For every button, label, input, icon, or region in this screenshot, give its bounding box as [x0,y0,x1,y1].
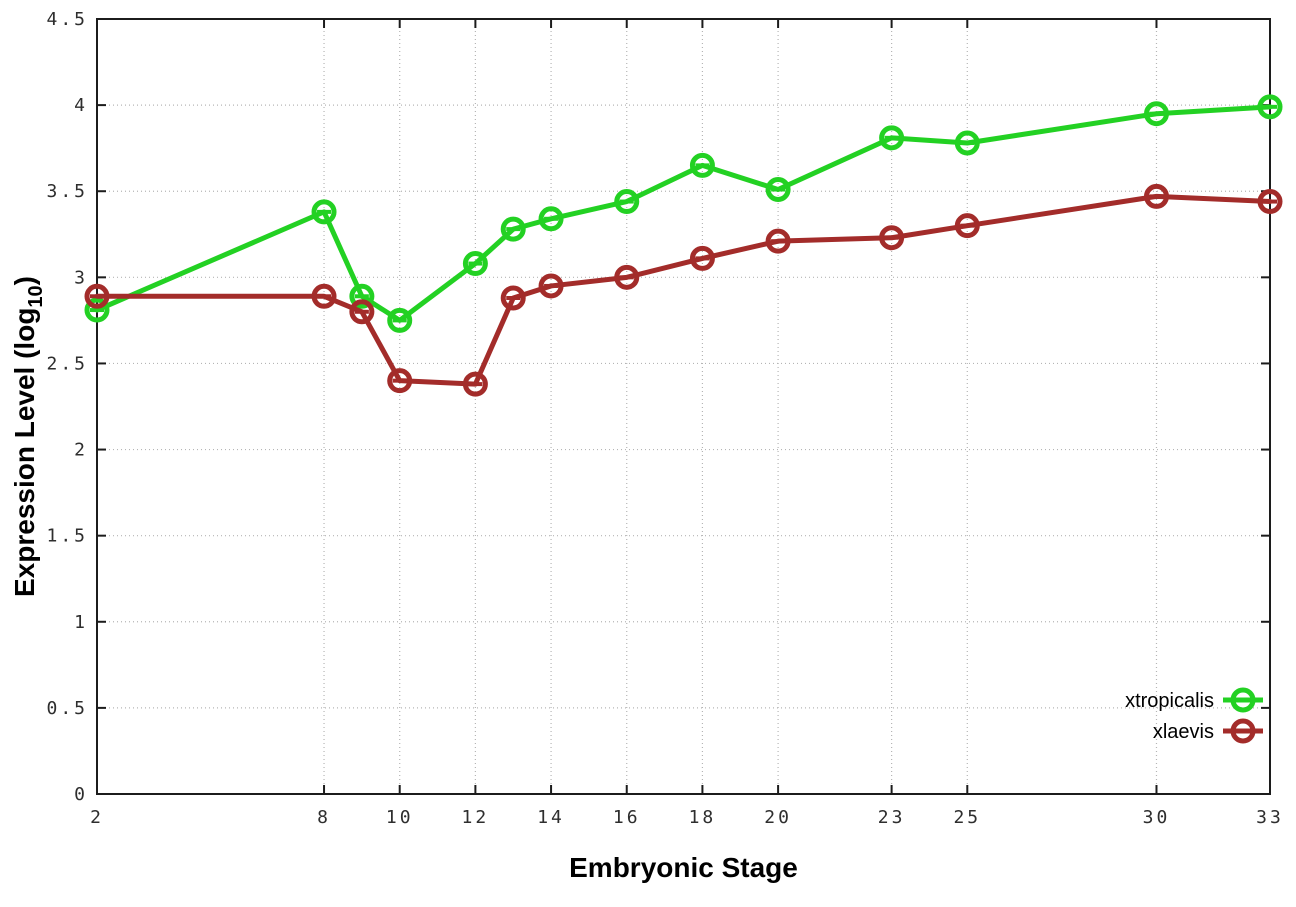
x-tick-label: 12 [462,807,490,828]
x-tick-label: 18 [689,807,717,828]
y-tick-label: 4.5 [46,9,88,30]
series-xlaevis-point [614,264,640,290]
series-xtropicalis-point [84,297,110,323]
series-xtropicalis-point [500,216,526,242]
y-tick-label: 3 [74,267,88,288]
series-xtropicalis-point [954,130,980,156]
x-tick-label: 25 [953,807,981,828]
y-tick-label: 0.5 [46,698,88,719]
y-tick-label: 0 [74,784,88,805]
y-tick-label: 1.5 [46,526,88,547]
plot-border [96,18,1271,795]
series-xtropicalis-point [765,177,791,202]
x-tick-label: 30 [1143,807,1171,828]
series-xtropicalis-point [538,206,564,232]
series-xlaevis-point [349,299,375,325]
series-xtropicalis-point [462,251,488,277]
y-axis-label: Expression Level (log10) [9,276,47,597]
y-tick-label: 2 [74,440,88,461]
series-xtropicalis-point [311,199,337,225]
x-tick-label: 8 [317,807,331,828]
x-tick-label: 33 [1256,807,1284,828]
series-xlaevis-point [879,225,905,251]
series-xlaevis-point [462,371,488,397]
series-xlaevis-point [500,285,526,311]
series-xtropicalis-point [614,189,640,215]
x-tick-label: 23 [878,807,906,828]
legend-sample-marker-xtropicalis [1230,687,1256,713]
y-tick-label: 1 [74,612,88,633]
series-xlaevis-point [387,368,413,394]
series-xlaevis-point [538,273,564,299]
series-xlaevis-point [1257,189,1283,215]
series-xlaevis-point [84,283,110,309]
series-xtropicalis-point [1257,94,1283,120]
legend-label-xtropicalis: xtropicalis [1125,690,1214,712]
series-xtropicalis-point [1143,101,1169,127]
x-tick-label: 14 [537,807,565,828]
series-xlaevis-point [689,245,715,271]
series-xtropicalis-point [879,125,905,151]
y-tick-label: 4 [74,95,88,116]
series-xlaevis-line [94,193,1273,387]
x-tick-label: 16 [613,807,641,828]
y-tick-label: 3.5 [46,181,88,202]
series-xtropicalis-point [689,152,715,178]
series-xtropicalis-point [349,283,375,309]
x-tick-label: 2 [90,807,104,828]
series-xtropicalis-point [387,307,413,333]
series-xlaevis-point [1143,183,1169,209]
x-axis-label: Embryonic Stage [569,852,798,883]
y-tick-label: 2.5 [46,353,88,374]
legend-label-xlaevis: xlaevis [1153,721,1214,743]
series-xtropicalis-line [94,104,1273,323]
legend-sample-marker-xlaevis [1230,718,1256,744]
series-xlaevis-point [765,228,791,254]
x-tick-label: 20 [764,807,792,828]
x-tick-label: 10 [386,807,414,828]
series-xlaevis-point [954,213,980,239]
series-xlaevis-point [311,283,337,309]
